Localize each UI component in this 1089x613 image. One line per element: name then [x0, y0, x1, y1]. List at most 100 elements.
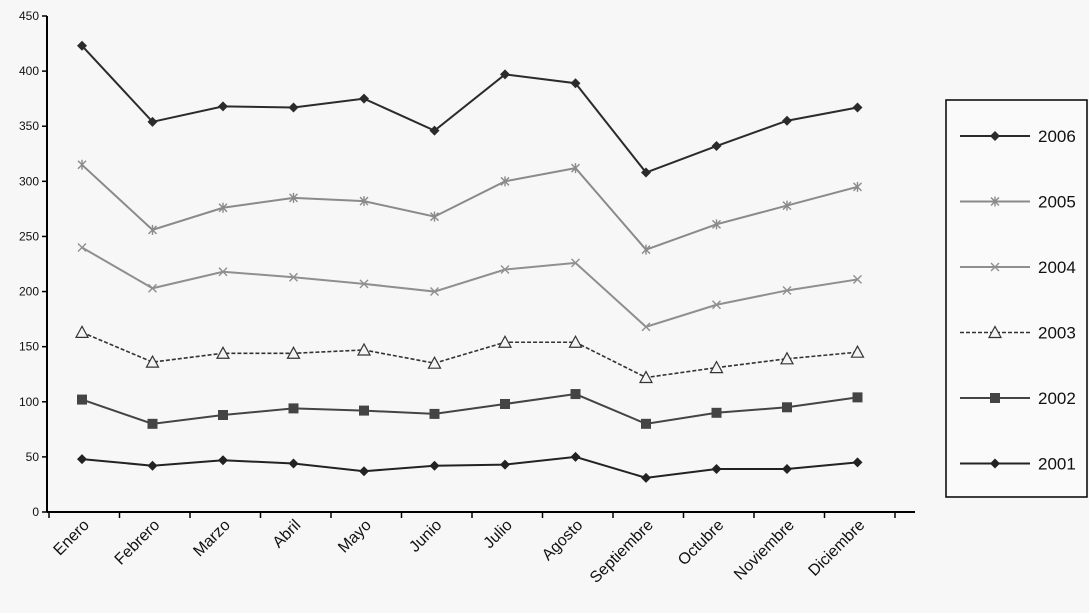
data-point-2005-8: [641, 244, 651, 255]
data-point-2004-10: [782, 285, 792, 295]
data-point-2003-3: [286, 346, 301, 359]
data-point-2005-5: [430, 211, 439, 222]
legend-item-2001: 2001: [960, 455, 1076, 474]
data-point-2001-3: [288, 458, 299, 469]
series-2005: [77, 159, 862, 255]
data-point-2006-6: [500, 69, 510, 80]
data-point-2003-8: [638, 370, 654, 384]
x-tick-label: Marzo: [190, 517, 234, 561]
legend-marker: [990, 393, 1000, 403]
data-point-2003-5: [427, 355, 442, 369]
series-2002: [77, 389, 863, 429]
x-tick-label: Enero: [51, 517, 93, 559]
data-point-2002-1: [147, 418, 158, 429]
data-point-2003-11: [850, 344, 865, 358]
data-point-2002-4: [359, 405, 369, 416]
y-tick-label: 450: [19, 9, 39, 23]
series-lines: [74, 40, 865, 483]
data-point-2002-6: [500, 398, 510, 409]
data-point-2004-8: [641, 322, 651, 332]
legend-label: 2002: [1038, 389, 1076, 408]
data-point-2006-3: [288, 102, 299, 113]
data-point-2004-4: [359, 279, 369, 289]
x-tick-label: Febrero: [112, 517, 164, 569]
data-point-2004-1: [148, 283, 157, 293]
x-tick-label: Octubre: [675, 517, 727, 569]
data-point-2005-9: [712, 219, 721, 230]
legend-item-2005: 2005: [960, 193, 1076, 212]
y-tick-label: 300: [19, 174, 39, 188]
data-point-2002-9: [711, 407, 722, 418]
legend-marker: [990, 262, 1000, 272]
series-line-2002: [81, 393, 858, 425]
data-point-2005-4: [359, 196, 369, 207]
data-point-2001-10: [782, 464, 792, 475]
data-point-2006-4: [359, 93, 369, 104]
legend-label: 2004: [1038, 258, 1076, 277]
series-2006: [77, 40, 863, 178]
data-point-2004-11: [853, 274, 862, 284]
data-point-2003-1: [145, 354, 160, 368]
data-point-2001-11: [852, 457, 863, 468]
data-point-2001-2: [218, 455, 228, 466]
data-point-2005-3: [289, 192, 298, 203]
data-point-2001-8: [641, 472, 651, 483]
data-point-2005-2: [218, 202, 228, 213]
legend-marker: [990, 196, 1000, 207]
data-point-2005-6: [500, 176, 510, 187]
data-point-2004-3: [289, 272, 298, 282]
data-point-2002-10: [782, 402, 792, 413]
data-point-2005-0: [77, 159, 87, 170]
data-point-2004-6: [500, 265, 510, 275]
data-point-2004-7: [571, 258, 580, 268]
data-point-2005-10: [782, 200, 792, 211]
data-point-2006-0: [77, 40, 87, 51]
x-tick-label: Julio: [481, 517, 516, 552]
x-tick-label: Diciembre: [805, 517, 868, 580]
y-tick-label: 250: [19, 229, 39, 243]
y-tick-label: 0: [32, 505, 39, 519]
series-2004: [77, 242, 862, 332]
data-point-2003-7: [568, 335, 583, 348]
data-point-2006-5: [429, 125, 440, 136]
legend-item-2004: 2004: [960, 258, 1076, 277]
series-line-2003: [81, 331, 858, 379]
data-point-2005-7: [571, 163, 580, 174]
data-point-2004-0: [77, 242, 87, 252]
data-point-2001-6: [500, 459, 510, 470]
data-point-2002-3: [288, 403, 299, 414]
data-point-2002-11: [852, 392, 863, 403]
x-tick-label: Noviembre: [731, 517, 798, 584]
axes: 0 50 100 150 200 250 300 350 400 450 Enero Febrero M…: [19, 9, 915, 587]
y-tick-label: 100: [19, 395, 39, 409]
legend: 2006 2005 2004 2003 2002 2001: [945, 99, 1088, 498]
x-tick-label: Septiembre: [587, 517, 657, 587]
legend-label: 2001: [1038, 455, 1076, 474]
x-tick-label: Junio: [406, 517, 445, 556]
series-2001: [77, 451, 863, 483]
y-tick-label: 200: [19, 285, 39, 299]
series-line-2006: [81, 45, 858, 174]
data-point-2006-7: [570, 78, 581, 89]
series-line-2004: [81, 246, 858, 328]
legend-item-2002: 2002: [960, 389, 1076, 408]
legend-label: 2005: [1038, 193, 1076, 212]
data-point-2002-2: [218, 410, 228, 421]
data-point-2004-9: [712, 300, 721, 310]
data-point-2006-2: [218, 101, 228, 112]
x-tick-label: Agosto: [539, 517, 586, 564]
legend-label: 2003: [1038, 324, 1076, 343]
data-point-2001-5: [429, 460, 440, 471]
data-point-2005-1: [148, 224, 157, 235]
data-point-2004-2: [218, 267, 228, 277]
data-point-2002-5: [429, 408, 440, 419]
y-tick-label: 350: [19, 119, 39, 133]
series-line-2001: [81, 455, 858, 479]
series-line-2005: [81, 164, 858, 251]
data-point-2003-0: [74, 325, 90, 338]
data-point-2003-4: [356, 342, 372, 356]
data-point-2003-10: [779, 351, 795, 365]
data-point-2002-7: [570, 389, 581, 400]
legend-marker: [987, 325, 1003, 339]
